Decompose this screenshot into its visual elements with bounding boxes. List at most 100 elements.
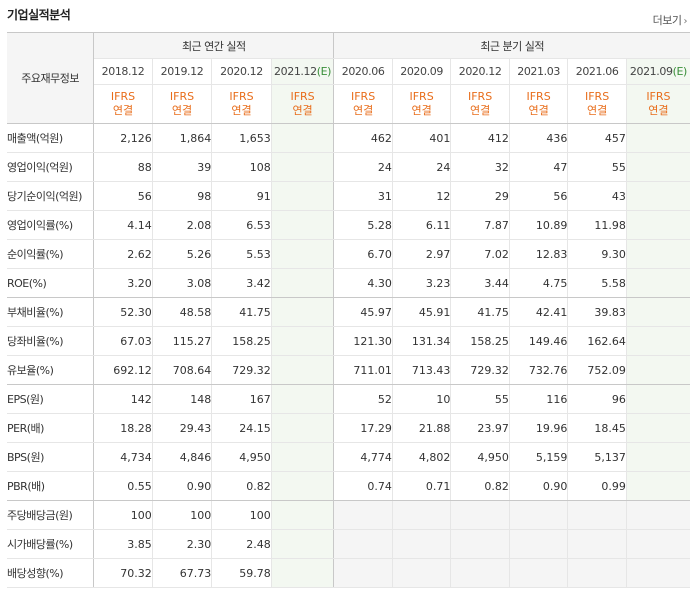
annual-value: 4.14	[93, 210, 153, 240]
quarter-value: 32	[450, 152, 510, 182]
quarter-value: 0.74	[333, 471, 393, 501]
row-label: 순이익률(%)	[7, 239, 95, 269]
empty-cell	[333, 500, 393, 530]
annual-period-1: 2019.12	[151, 58, 212, 85]
quarter-value: 23.97	[450, 413, 510, 443]
annual-value: 5.26	[151, 239, 212, 269]
quarter-value	[625, 384, 690, 414]
quarter-period-label: 2021.09	[629, 65, 673, 78]
quarter-value: 19.96	[508, 413, 568, 443]
ifrs-label: IFRS	[350, 90, 376, 103]
quarter-value: 0.99	[567, 471, 627, 501]
quarter-value: 729.32	[450, 355, 510, 385]
quarter-value	[625, 326, 690, 356]
consolidated-label: 연결	[292, 104, 313, 117]
annual-value: 48.58	[151, 297, 212, 327]
annual-value: 18.28	[93, 413, 153, 443]
row-label: ROE(%)	[7, 268, 95, 298]
quarter-value: 412	[450, 123, 510, 153]
annual-value	[270, 123, 334, 153]
annual-value: 39	[151, 152, 212, 182]
empty-cell	[567, 500, 627, 530]
quarter-value: 7.87	[450, 210, 510, 240]
annual-value: 59.78	[211, 558, 272, 588]
quarter-period-1: 2020.09	[391, 58, 451, 85]
estimate-mark: (E)	[316, 65, 332, 78]
table-row: PBR(배) 0.55 0.90 0.82 0.74 0.71 0.82 0.90 0.99	[7, 471, 690, 501]
annual-value: 41.75	[211, 297, 272, 327]
quarter-value: 39.83	[567, 297, 627, 327]
annual-value	[270, 355, 334, 385]
quarter-value	[625, 239, 690, 269]
ifrs-label: IFRS	[229, 90, 254, 103]
quarter-value	[625, 181, 690, 211]
annual-period-2: 2020.12	[211, 58, 272, 85]
row-label: EPS(원)	[7, 384, 95, 414]
ifrs-label: IFRS	[467, 90, 493, 103]
annual-value: 4,846	[151, 442, 212, 472]
table-row: 영업이익(억원) 88 39 108 24 24 32 47 55	[7, 152, 690, 182]
quarter-value: 6.11	[391, 210, 451, 240]
quarter-value: 3.23	[391, 268, 451, 298]
annual-value	[270, 413, 334, 443]
row-header: 주요재무정보	[7, 32, 95, 124]
quarter-period-label: 2020.12	[458, 65, 502, 78]
annual-value	[270, 442, 334, 472]
annual-value: 5.53	[211, 239, 272, 269]
quarter-value	[625, 210, 690, 240]
quarter-value: 752.09	[567, 355, 627, 385]
quarter-group-header: 최근 분기 실적	[333, 32, 690, 59]
ifrs-label: IFRS	[584, 90, 610, 103]
quarter-value: 5.28	[333, 210, 393, 240]
quarter-value: 5.58	[567, 268, 627, 298]
quarter-value: 5,159	[508, 442, 568, 472]
empty-cell	[508, 558, 568, 588]
more-link[interactable]: 더보기 ›	[652, 12, 688, 28]
annual-value: 67.03	[93, 326, 153, 356]
annual-value: 100	[151, 500, 212, 530]
row-label: PER(배)	[7, 413, 95, 443]
annual-value: 0.82	[211, 471, 272, 501]
table-row: ROE(%) 3.20 3.08 3.42 4.30 3.23 3.44 4.75 5.58	[7, 268, 690, 298]
quarter-value: 4.30	[333, 268, 393, 298]
row-label: BPS(원)	[7, 442, 95, 472]
quarter-period-2: 2020.12	[450, 58, 510, 85]
ifrs-badge: IFRS 연결	[567, 84, 627, 124]
quarter-value	[625, 442, 690, 472]
ifrs-badge: IFRS 연결	[270, 84, 334, 124]
row-label: 배당성향(%)	[7, 558, 95, 588]
table-row: 시가배당률(%) 3.85 2.30 2.48	[7, 529, 690, 559]
quarter-period-label: 2020.09	[400, 65, 443, 78]
quarter-value	[625, 123, 690, 153]
annual-value	[270, 500, 334, 530]
annual-value: 0.55	[93, 471, 153, 501]
consolidated-label: 연결	[112, 104, 134, 117]
annual-period-label: 2018.12	[101, 65, 145, 78]
section-title: 기업실적분석	[7, 8, 71, 22]
annual-value: 91	[211, 181, 272, 211]
row-label: 시가배당률(%)	[7, 529, 95, 559]
quarter-value: 11.98	[567, 210, 627, 240]
table-row: 당좌비율(%) 67.03 115.27 158.25 121.30 131.34 158.…	[7, 326, 690, 356]
quarter-value: 12.83	[508, 239, 568, 269]
table-row: 순이익률(%) 2.62 5.26 5.53 6.70 2.97 7.02 12.83 9.30	[7, 239, 690, 269]
annual-value: 108	[211, 152, 272, 182]
quarter-value	[625, 268, 690, 298]
consolidated-label: 연결	[171, 104, 193, 117]
table-row: 영업이익률(%) 4.14 2.08 6.53 5.28 6.11 7.87 10.89 11.…	[7, 210, 690, 240]
quarter-value: 29	[450, 181, 510, 211]
annual-value: 6.53	[211, 210, 272, 240]
quarter-value: 0.90	[508, 471, 568, 501]
quarter-value: 56	[508, 181, 568, 211]
quarter-period-5: 2021.09(E)	[625, 58, 690, 85]
quarter-value: 21.88	[391, 413, 451, 443]
quarter-value: 121.30	[333, 326, 393, 356]
annual-value: 98	[151, 181, 212, 211]
ifrs-label: IFRS	[110, 90, 136, 103]
annual-value: 158.25	[211, 326, 272, 356]
annual-value: 3.85	[93, 529, 153, 559]
quarter-value: 4,802	[391, 442, 451, 472]
quarter-value: 96	[567, 384, 627, 414]
annual-period-label: 2020.12	[220, 65, 263, 78]
more-label: 더보기	[652, 14, 682, 27]
